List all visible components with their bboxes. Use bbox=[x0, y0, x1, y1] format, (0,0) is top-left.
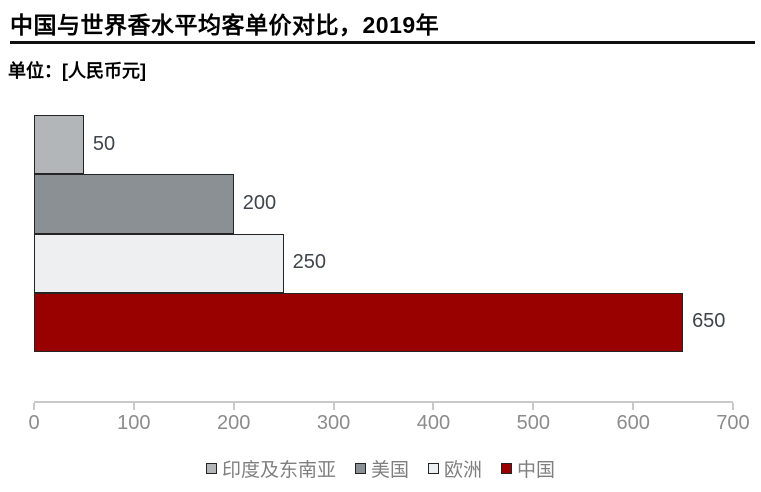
unit-label: 单位：[人民币元] bbox=[8, 61, 146, 81]
x-axis: 0 100 200 300 400 500 600 700 bbox=[28, 401, 750, 434]
plot-area: 50 200 250 650 bbox=[34, 115, 733, 352]
bar bbox=[34, 292, 684, 352]
legend-item: 美国 bbox=[354, 455, 409, 482]
x-axis-tick bbox=[432, 403, 435, 410]
legend-label: 中国 bbox=[517, 460, 556, 481]
legend-swatch bbox=[428, 463, 439, 474]
legend: 印度及东南亚 美国 欧洲 中国 bbox=[0, 455, 761, 482]
legend-item: 欧洲 bbox=[428, 455, 482, 482]
legend-swatch bbox=[354, 463, 366, 474]
bar-value-label: 200 bbox=[242, 191, 277, 214]
bar bbox=[34, 174, 234, 234]
bar-value-label: 50 bbox=[92, 132, 116, 155]
legend-item: 中国 bbox=[501, 455, 555, 482]
x-axis-tick-label: 600 bbox=[616, 412, 650, 434]
x-axis-tick bbox=[632, 403, 635, 410]
x-axis-tick-label: 400 bbox=[416, 412, 451, 434]
x-axis-tick-label: 200 bbox=[217, 412, 251, 434]
legend-swatch bbox=[501, 463, 513, 474]
x-axis-tick-label: 500 bbox=[516, 412, 550, 434]
x-axis-tick bbox=[132, 403, 135, 410]
title-divider bbox=[10, 41, 755, 44]
legend-label: 欧洲 bbox=[444, 460, 483, 481]
bar bbox=[34, 233, 284, 293]
x-axis-tick-label: 700 bbox=[716, 412, 750, 434]
x-axis-tick bbox=[732, 403, 734, 410]
bar-value-label: 650 bbox=[692, 310, 726, 333]
x-axis-tick bbox=[33, 403, 35, 410]
bar-value-label: 250 bbox=[292, 251, 327, 274]
legend-label: 美国 bbox=[370, 460, 409, 481]
x-axis-tick-label: 0 bbox=[28, 412, 40, 434]
x-axis-tick-label: 100 bbox=[117, 412, 151, 434]
x-axis-tick bbox=[232, 403, 235, 410]
legend-item: 印度及东南亚 bbox=[205, 455, 336, 482]
legend-swatch bbox=[205, 463, 217, 474]
legend-label: 印度及东南亚 bbox=[221, 460, 336, 481]
bar bbox=[34, 115, 84, 175]
x-axis-tick bbox=[532, 403, 535, 410]
chart-title: 中国与世界香水平均客单价对比，2019年 bbox=[10, 12, 440, 38]
x-axis-tick bbox=[332, 403, 335, 410]
x-axis-tick-label: 300 bbox=[316, 412, 351, 434]
